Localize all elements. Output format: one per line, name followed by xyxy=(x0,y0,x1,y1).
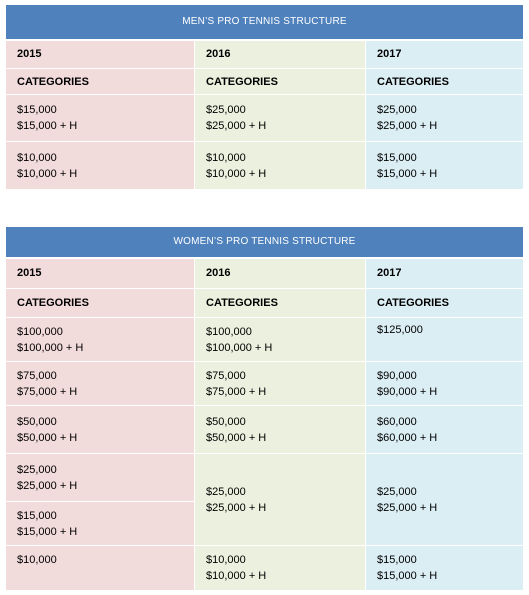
womens-structure-table: WOMEN’S PRO TENNIS STRUCTURE 2015 2016 2… xyxy=(5,226,524,591)
mens-structure-table: MEN’S PRO TENNIS STRUCTURE 2015 2016 201… xyxy=(4,4,525,190)
table-row: $75,000 $75,000 + H $75,000 $75,000 + H $9… xyxy=(5,361,524,406)
table-cell: $50,000 $50,000 + H xyxy=(194,405,366,454)
table-cell: $10,000 $10,000 + H xyxy=(5,141,195,190)
mens-categories-2015: CATEGORIES xyxy=(5,68,195,95)
womens-year-2017: 2017 xyxy=(365,257,524,289)
table-row: $15,000 $15,000 + H xyxy=(5,501,524,546)
table-row: $10,000 $10,000 + H $10,000 $10,000 + H $1… xyxy=(5,141,525,190)
table-cell: $25,000 $25,000 + H xyxy=(194,453,366,546)
mens-table-title: MEN’S PRO TENNIS STRUCTURE xyxy=(4,4,525,41)
table-cell: $15,000 $15,000 + H xyxy=(365,545,524,591)
table-cell: $25,000 $25,000 + H xyxy=(194,94,366,142)
mens-year-2017: 2017 xyxy=(364,39,525,69)
womens-year-2015: 2015 xyxy=(5,257,195,289)
table-cell: $60,000 $60,000 + H xyxy=(365,405,524,454)
mens-year-2015: 2015 xyxy=(5,39,195,69)
table-cell: $15,000 $15,000 + H xyxy=(5,501,195,546)
table-cell: $50,000 $50,000 + H xyxy=(5,405,195,454)
table-cell: $25,000 $25,000 + H xyxy=(5,453,195,502)
table-row: $25,000 $25,000 + H $25,000 $25,000 + H $2… xyxy=(5,453,524,546)
table-row: $100,000 $100,000 + H $100,000 $100,000 + … xyxy=(5,317,524,362)
table-cell: $75,000 $75,000 + H xyxy=(194,361,366,406)
table-cell: $125,000 xyxy=(365,317,524,362)
table-cell: $25,000 $25,000 + H xyxy=(365,453,524,546)
table-cell: $15,000 $15,000 + H xyxy=(5,94,195,142)
mens-year-2016: 2016 xyxy=(194,39,366,69)
table-cell: $75,000 $75,000 + H xyxy=(5,361,195,406)
table-row: $10,000 $10,000 $10,000 + H $15,000 $15,00… xyxy=(5,545,524,591)
table-cell: $10,000 $10,000 + H xyxy=(194,545,366,591)
womens-year-2016: 2016 xyxy=(194,257,366,289)
table-cell: $90,000 $90,000 + H xyxy=(365,361,524,406)
womens-table-title: WOMEN’S PRO TENNIS STRUCTURE xyxy=(5,226,524,259)
table-cell: $10,000 $10,000 + H xyxy=(194,141,366,190)
womens-categories-2016: CATEGORIES xyxy=(194,288,366,318)
table-cell: $15,000 $15,000 + H xyxy=(364,141,525,190)
womens-categories-2017: CATEGORIES xyxy=(365,288,524,318)
table-cell: $100,000 $100,000 + H xyxy=(5,317,195,362)
womens-categories-2015: CATEGORIES xyxy=(5,288,195,318)
table-row: $50,000 $50,000 + H $50,000 $50,000 + H $6… xyxy=(5,405,524,454)
table-cell: $25,000 $25,000 + H xyxy=(364,94,525,142)
table-cell: $10,000 xyxy=(5,545,195,591)
table-row: $15,000 $15,000 + H $25,000 $25,000 + H $2… xyxy=(5,94,525,142)
mens-categories-2017: CATEGORIES xyxy=(364,68,525,95)
table-cell: $100,000 $100,000 + H xyxy=(194,317,366,362)
mens-categories-2016: CATEGORIES xyxy=(194,68,366,95)
